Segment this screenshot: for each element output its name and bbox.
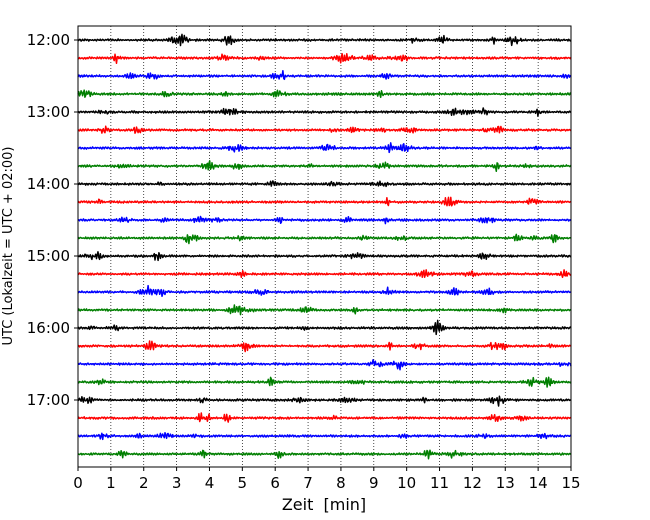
trace-1745 <box>77 449 572 460</box>
plot-frame <box>77 25 572 468</box>
trace-1315 <box>77 125 572 134</box>
x-tick-label: 7 <box>303 474 313 492</box>
y-axis-label: UTC (Lokalzeit = UTC + 02:00) <box>1 147 16 346</box>
trace-1715 <box>77 412 572 423</box>
x-tick-label: 12 <box>463 474 482 492</box>
trace-1500 <box>77 251 572 262</box>
trace-1630 <box>77 359 572 371</box>
x-tick-label: 13 <box>496 474 515 492</box>
y-tick-label: 17:00 <box>27 391 70 409</box>
trace-1530 <box>77 284 572 298</box>
x-axis-ticks: 0 1 2 3 4 5 6 7 8 9 10 11 12 13 14 15 <box>73 467 581 492</box>
trace-1645 <box>77 376 572 388</box>
trace-1730 <box>77 431 572 441</box>
trace-1545 <box>77 304 572 316</box>
x-tick-label: 3 <box>172 474 182 492</box>
trace-1230 <box>77 69 572 81</box>
seismic-traces <box>77 33 572 460</box>
x-tick-label: 11 <box>430 474 449 492</box>
trace-1515 <box>77 269 572 279</box>
x-tick-label: 15 <box>561 474 580 492</box>
x-axis-label: Zeit [min] <box>282 495 366 514</box>
trace-1245 <box>77 89 572 99</box>
trace-1400 <box>77 180 572 188</box>
trace-1600 <box>77 319 572 336</box>
x-tick-label: 5 <box>238 474 248 492</box>
x-tick-label: 9 <box>369 474 379 492</box>
y-tick-label: 13:00 <box>27 103 70 121</box>
x-tick-label: 2 <box>139 474 149 492</box>
trace-1330 <box>77 142 572 154</box>
trace-1430 <box>77 215 572 225</box>
trace-1345 <box>77 160 572 173</box>
y-tick-label: 14:00 <box>27 175 70 193</box>
y-tick-label: 12:00 <box>27 31 70 49</box>
x-tick-label: 1 <box>106 474 116 492</box>
x-tick-label: 4 <box>205 474 215 492</box>
trace-1615 <box>78 340 572 353</box>
trace-1300 <box>77 107 572 117</box>
trace-1200 <box>77 33 572 47</box>
x-tick-label: 14 <box>529 474 548 492</box>
x-tick-label: 10 <box>397 474 416 492</box>
trace-1700 <box>77 395 572 407</box>
x-tick-label: 0 <box>73 474 83 492</box>
y-tick-label: 16:00 <box>27 319 70 337</box>
x-tick-label: 8 <box>336 474 346 492</box>
x-tick-label: 6 <box>270 474 280 492</box>
trace-1445 <box>77 233 572 245</box>
trace-1215 <box>77 52 572 65</box>
y-axis-ticks: 12:00 13:00 14:00 15:00 16:00 17:00 <box>27 31 78 409</box>
trace-1415 <box>77 196 572 207</box>
y-tick-label: 15:00 <box>27 247 70 265</box>
